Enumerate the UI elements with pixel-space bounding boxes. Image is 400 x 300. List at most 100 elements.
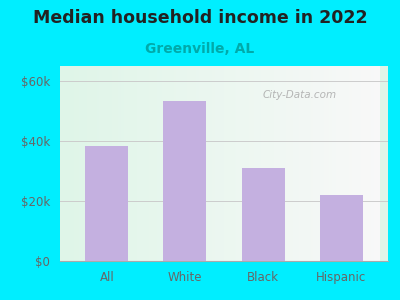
Bar xyxy=(274,66,276,261)
Bar xyxy=(179,66,180,261)
Bar xyxy=(165,66,166,261)
Bar xyxy=(319,66,321,261)
Bar xyxy=(357,66,358,261)
Bar xyxy=(168,66,169,261)
Bar xyxy=(135,66,136,261)
Bar xyxy=(71,66,72,261)
Bar xyxy=(242,168,284,261)
Bar xyxy=(205,66,207,261)
Bar xyxy=(98,66,99,261)
Bar xyxy=(215,66,216,261)
Bar xyxy=(107,66,108,261)
Bar xyxy=(316,66,318,261)
Bar xyxy=(346,66,347,261)
Bar xyxy=(343,66,344,261)
Bar xyxy=(210,66,212,261)
Bar xyxy=(279,66,280,261)
Bar xyxy=(354,66,355,261)
Bar xyxy=(299,66,300,261)
Bar xyxy=(329,66,330,261)
Bar xyxy=(272,66,274,261)
Bar xyxy=(202,66,204,261)
Bar xyxy=(304,66,305,261)
Bar xyxy=(266,66,268,261)
Bar xyxy=(74,66,76,261)
Bar xyxy=(110,66,112,261)
Bar xyxy=(141,66,143,261)
Bar xyxy=(99,66,101,261)
Bar xyxy=(349,66,350,261)
Bar xyxy=(300,66,302,261)
Bar xyxy=(350,66,352,261)
Bar xyxy=(286,66,288,261)
Bar xyxy=(233,66,235,261)
Bar xyxy=(113,66,115,261)
Bar xyxy=(124,66,126,261)
Bar xyxy=(290,66,291,261)
Bar xyxy=(219,66,221,261)
Bar xyxy=(144,66,146,261)
Bar xyxy=(166,66,168,261)
Text: Median household income in 2022: Median household income in 2022 xyxy=(33,9,367,27)
Bar xyxy=(376,66,377,261)
Bar xyxy=(258,66,260,261)
Bar xyxy=(336,66,338,261)
Bar xyxy=(193,66,194,261)
Bar xyxy=(96,66,98,261)
Bar xyxy=(104,66,105,261)
Bar xyxy=(102,66,104,261)
Bar xyxy=(324,66,326,261)
Bar xyxy=(69,66,71,261)
Bar xyxy=(269,66,271,261)
Bar xyxy=(360,66,362,261)
Bar xyxy=(76,66,77,261)
Bar xyxy=(212,66,213,261)
Bar xyxy=(140,66,141,261)
Bar xyxy=(236,66,238,261)
Bar xyxy=(368,66,369,261)
Bar xyxy=(213,66,215,261)
Bar xyxy=(226,66,227,261)
Bar xyxy=(340,66,341,261)
Bar xyxy=(298,66,299,261)
Bar xyxy=(358,66,360,261)
Bar xyxy=(182,66,183,261)
Bar xyxy=(240,66,241,261)
Bar xyxy=(364,66,366,261)
Bar xyxy=(235,66,236,261)
Bar xyxy=(198,66,199,261)
Bar xyxy=(302,66,304,261)
Bar xyxy=(121,66,122,261)
Bar xyxy=(119,66,121,261)
Bar xyxy=(86,66,88,261)
Bar xyxy=(262,66,263,261)
Bar xyxy=(112,66,113,261)
Bar xyxy=(185,66,186,261)
Bar xyxy=(344,66,346,261)
Bar xyxy=(108,66,110,261)
Bar xyxy=(229,66,230,261)
Bar xyxy=(288,66,290,261)
Bar xyxy=(136,66,138,261)
Bar xyxy=(172,66,174,261)
Bar xyxy=(313,66,314,261)
Bar xyxy=(263,66,265,261)
Bar xyxy=(293,66,294,261)
Bar xyxy=(94,66,96,261)
Bar xyxy=(221,66,222,261)
Bar xyxy=(150,66,152,261)
Text: Greenville, AL: Greenville, AL xyxy=(145,42,255,56)
Bar xyxy=(374,66,376,261)
Bar xyxy=(216,66,218,261)
Bar xyxy=(332,66,333,261)
Bar xyxy=(277,66,279,261)
Bar xyxy=(196,66,198,261)
Bar xyxy=(190,66,191,261)
Bar xyxy=(366,66,368,261)
Bar xyxy=(149,66,150,261)
Bar xyxy=(257,66,258,261)
Bar xyxy=(77,66,79,261)
Bar xyxy=(80,66,82,261)
Bar xyxy=(321,66,322,261)
Bar xyxy=(174,66,176,261)
